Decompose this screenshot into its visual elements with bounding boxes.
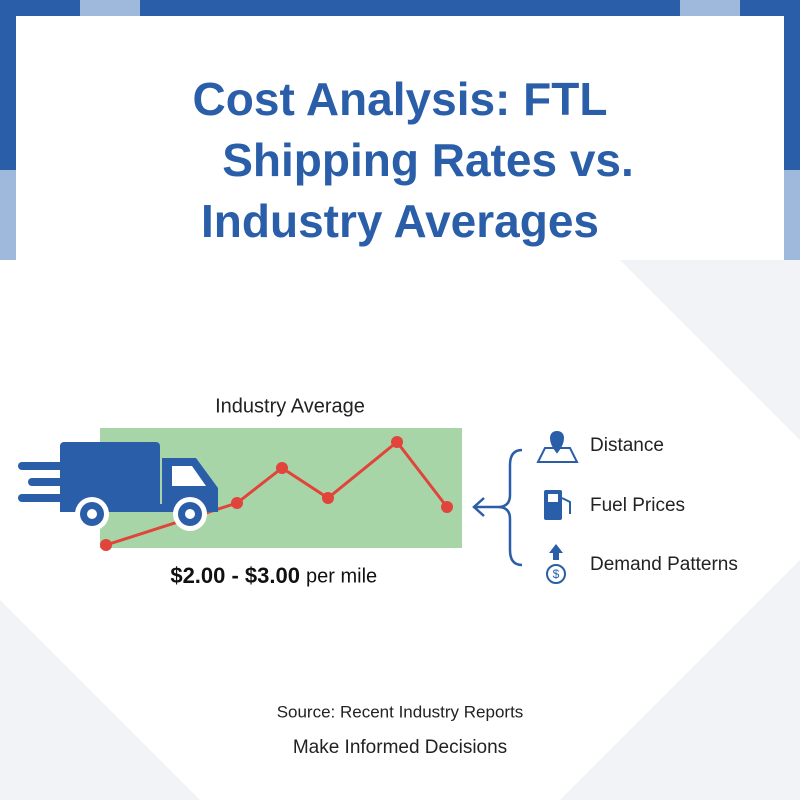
svg-text:$: $ bbox=[553, 567, 560, 581]
range-unit: per mile bbox=[306, 565, 377, 587]
frame-accent bbox=[0, 170, 16, 260]
fuel-icon bbox=[544, 490, 571, 520]
frame-accent bbox=[680, 0, 740, 16]
truck-icon bbox=[18, 442, 218, 531]
source: Source: Recent Industry Reports bbox=[277, 702, 524, 721]
title: Cost Analysis: FTL Shipping Rates vs. In… bbox=[193, 73, 634, 247]
factor: Fuel Prices bbox=[590, 495, 685, 516]
factor-list: Distance Fuel Prices Demand Patterns bbox=[590, 435, 738, 575]
title-line: Shipping Rates vs. bbox=[222, 134, 634, 186]
range-value: $2.00 - $3.00 bbox=[170, 563, 300, 588]
factor: Demand Patterns bbox=[590, 554, 738, 575]
decor bbox=[620, 260, 800, 440]
title-line: Cost Analysis: FTL bbox=[193, 73, 608, 125]
tagline: Make Informed Decisions bbox=[293, 737, 507, 758]
factor: Distance bbox=[590, 435, 664, 456]
frame-top bbox=[0, 0, 800, 16]
decor bbox=[560, 560, 800, 800]
arrow bbox=[472, 497, 498, 517]
distance-icon bbox=[536, 430, 579, 463]
decor bbox=[0, 600, 200, 800]
trend-points bbox=[100, 436, 453, 551]
frame-accent bbox=[80, 0, 140, 16]
frame-accent bbox=[784, 170, 800, 260]
title-line: Industry Averages bbox=[201, 195, 599, 247]
demand-icon: $ bbox=[546, 544, 566, 584]
band-label: Industry Average bbox=[215, 395, 365, 417]
